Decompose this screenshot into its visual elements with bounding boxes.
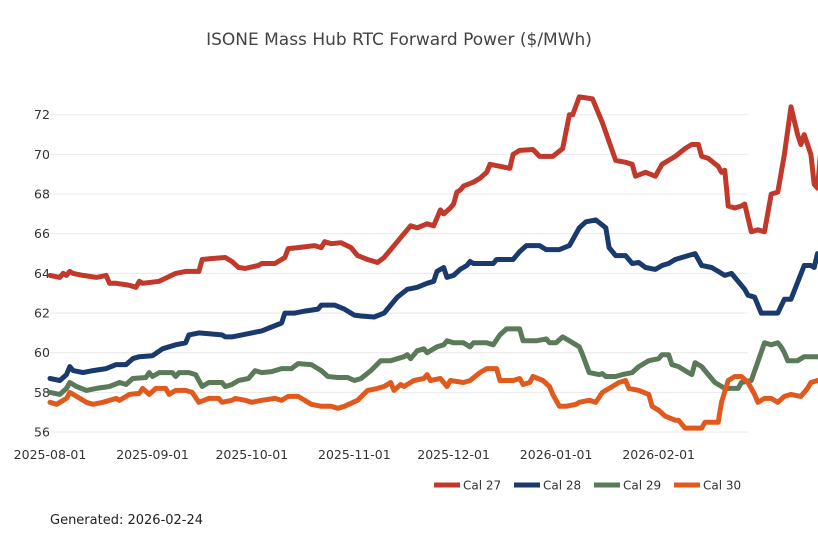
x-tick-label: 2025-11-01 bbox=[318, 447, 391, 462]
y-tick-label: 70 bbox=[34, 147, 50, 162]
legend-label: Cal 27 bbox=[463, 479, 501, 493]
legend-label: Cal 29 bbox=[623, 479, 661, 493]
y-tick-label: 64 bbox=[34, 266, 50, 281]
x-tick-label: 2025-08-01 bbox=[14, 447, 87, 462]
y-tick-label: 60 bbox=[34, 345, 50, 360]
series-lines bbox=[47, 94, 818, 431]
x-tick-label: 2025-12-01 bbox=[417, 447, 490, 462]
legend: Cal 27 Cal 28 Cal 29 Cal 30 bbox=[434, 479, 741, 493]
generated-footer: Generated: 2026-02-24 bbox=[50, 513, 204, 528]
y-tick-label: 58 bbox=[34, 385, 50, 400]
legend-label: Cal 30 bbox=[703, 479, 741, 493]
y-tick-label: 56 bbox=[34, 425, 50, 440]
series-line-cal-28 bbox=[47, 217, 818, 383]
x-tick-label: 2025-10-01 bbox=[215, 447, 288, 462]
y-tick-label: 68 bbox=[34, 187, 50, 202]
series-line-cal-27 bbox=[47, 94, 818, 290]
y-tick-label: 72 bbox=[34, 107, 50, 122]
y-tick-label: 62 bbox=[34, 306, 50, 321]
x-tick-label: 2025-09-01 bbox=[116, 447, 189, 462]
legend-label: Cal 28 bbox=[543, 479, 581, 493]
series-line-cal-30 bbox=[47, 366, 818, 431]
chart-title: ISONE Mass Hub RTC Forward Power ($/MWh) bbox=[206, 30, 592, 50]
y-tick-label: 66 bbox=[34, 226, 50, 241]
x-tick-label: 2026-02-01 bbox=[622, 447, 695, 462]
y-axis-ticks: 56 58 60 62 64 66 68 70 72 bbox=[34, 107, 50, 439]
series-line-cal-29 bbox=[47, 326, 818, 397]
x-axis-ticks: 2025-08-01 2025-09-01 2025-10-01 2025-11-01… bbox=[14, 447, 695, 462]
x-tick-label: 2026-01-01 bbox=[520, 447, 593, 462]
